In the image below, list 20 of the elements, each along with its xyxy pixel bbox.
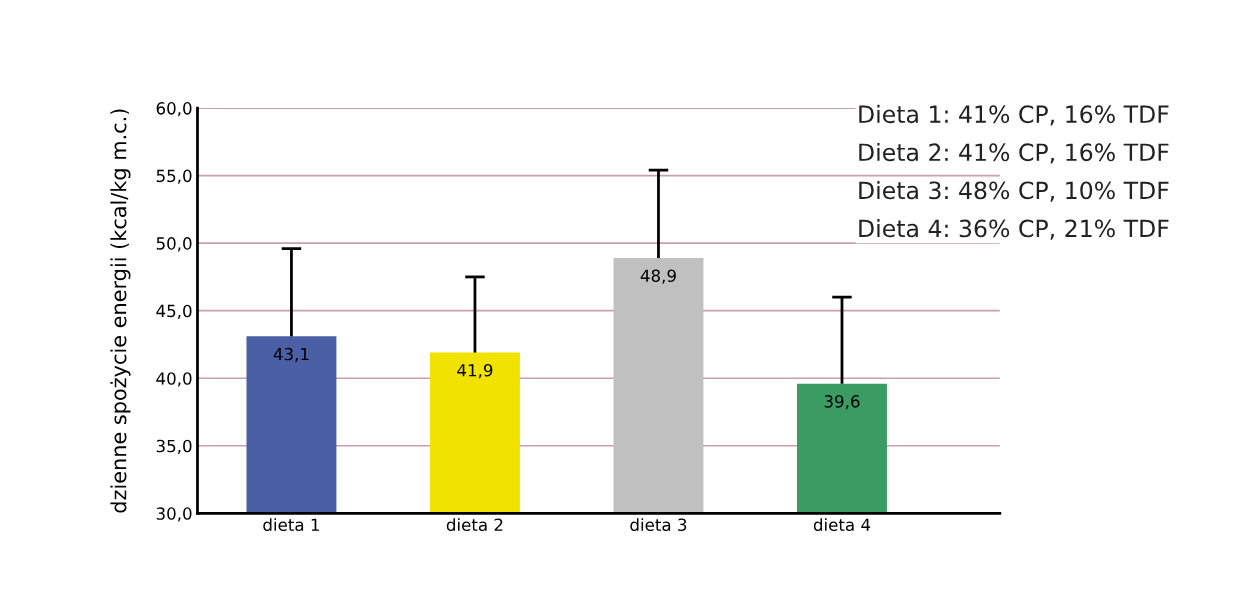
y-tick-label: 30,0 (156, 507, 192, 522)
data-label: 48,9 (640, 269, 676, 284)
annotation: Dieta 4: 36% CP, 21% TDF (859, 219, 1169, 240)
y-tick-label: 35,0 (156, 439, 192, 455)
x-tick-label: dieta 3 (630, 518, 687, 532)
data-label: 41,9 (457, 363, 493, 379)
annotation: Dieta 3: 48% CP, 10% TDF (859, 181, 1169, 202)
data-label: 43,1 (273, 347, 309, 363)
annotation: Dieta 1: 41% CP, 16% TDF (859, 104, 1169, 126)
y-tick-label: 45,0 (156, 304, 192, 319)
y-tick-label: 40,0 (156, 372, 192, 387)
y-tick-label: 55,0 (156, 169, 192, 184)
data-label: 39,6 (824, 395, 860, 410)
annotation: Dieta 2: 41% CP, 16% TDF (859, 142, 1169, 164)
y-tick-label: 50,0 (156, 237, 192, 252)
y-axis-title: dzienne spożycie energii (kcal/kg m.c.) (110, 109, 131, 513)
x-tick-label: dieta 1 (263, 518, 319, 532)
y-tick-label: 60,0 (156, 102, 192, 117)
x-tick-label: dieta 4 (813, 518, 871, 532)
x-tick-label: dieta 2 (446, 518, 503, 532)
